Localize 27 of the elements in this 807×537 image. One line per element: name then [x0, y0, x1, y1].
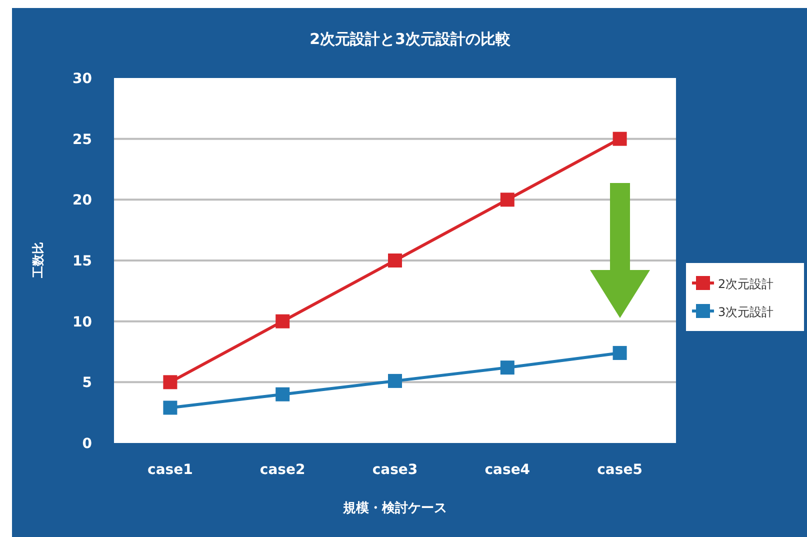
x-tick-label: case1 [148, 462, 193, 478]
x-tick-label: case3 [372, 462, 418, 478]
legend-label: 2次元設計 [718, 277, 774, 291]
y-tick-label: 10 [72, 314, 92, 330]
x-tick-label: case4 [484, 462, 530, 478]
point [500, 192, 514, 207]
point [276, 314, 290, 328]
point [500, 360, 514, 375]
point [388, 254, 402, 268]
point [612, 346, 627, 360]
point [612, 132, 627, 146]
x-axis-title: 規模・検討ケース [342, 500, 447, 516]
y-tick-label: 5 [82, 375, 92, 392]
y-tick-label: 20 [72, 192, 92, 209]
point [163, 400, 178, 415]
legend-label: 3次元設計 [718, 305, 774, 319]
y-axis-title: 工数比 [31, 242, 45, 279]
x-tick-label: case5 [597, 462, 642, 478]
point [276, 387, 290, 402]
x-tick-label: case2 [260, 462, 306, 478]
point [163, 375, 178, 390]
y-tick-label: 0 [82, 436, 92, 452]
chart-title: 2次元設計と3次元設計の比較 [310, 30, 512, 48]
y-tick-label: 15 [72, 254, 92, 270]
y-tick-label: 30 [72, 71, 92, 87]
point [388, 374, 402, 388]
y-tick-label: 25 [72, 132, 92, 148]
